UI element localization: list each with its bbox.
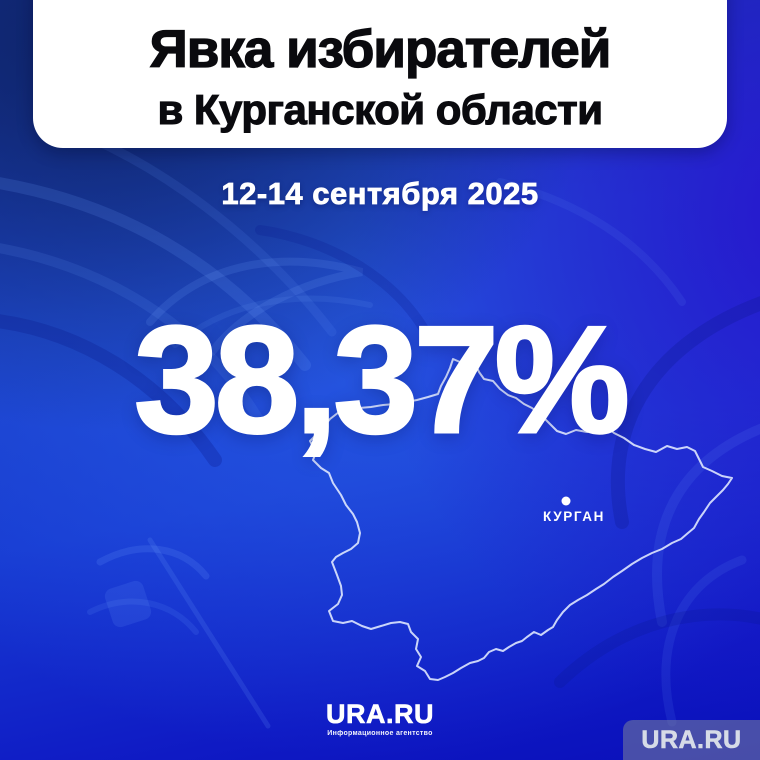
headline-card: Явка избирателей в Курганской области	[33, 0, 727, 148]
agency-logo-block: URA.RU Информационное агентство	[0, 699, 760, 737]
corner-watermark-text: URA.RU	[641, 725, 742, 754]
turnout-value: 38,37%	[133, 295, 632, 465]
corner-watermark: URA.RU	[623, 720, 760, 760]
headline-line1: Явка избирателей	[149, 20, 612, 79]
date-range: 12-14 сентября 2025	[221, 176, 539, 212]
region-border-outline	[309, 358, 733, 681]
city-marker-dot	[561, 496, 571, 506]
city-marker-label: КУРГАН	[543, 509, 605, 524]
agency-logo-text: URA.RU	[326, 699, 434, 729]
agency-tagline: Информационное агентство	[327, 730, 433, 737]
headline-line2: в Курганской области	[157, 86, 604, 133]
